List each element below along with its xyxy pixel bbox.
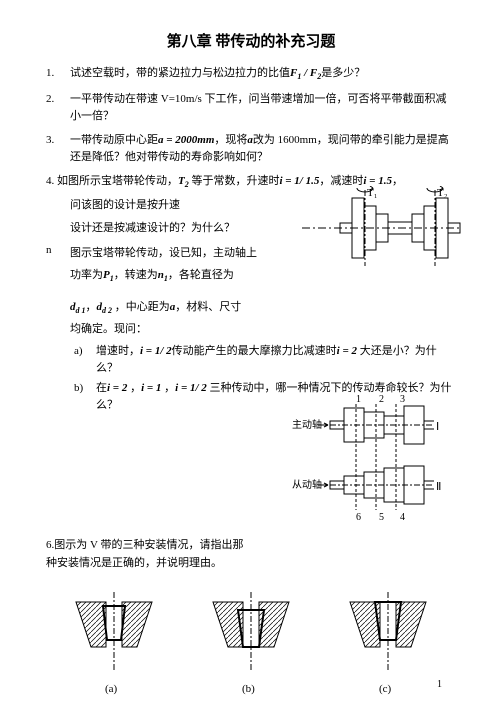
figure-6: (a) (b) (c) bbox=[46, 592, 456, 702]
q5a-text: 增速时，i = 1/ 2传动能产生的最大摩擦力比减速时i = 2 大还是小？为什… bbox=[96, 343, 456, 376]
q5-l3b: ，中心距为 bbox=[112, 301, 170, 313]
q1-t3: 是多少？ bbox=[321, 67, 365, 79]
q3-t1: 一带传动原中心距 bbox=[70, 134, 158, 146]
q5b-i2: i = 1 bbox=[141, 382, 161, 394]
q5-l3c: ，材料、尺寸 bbox=[175, 301, 241, 313]
f52-lbl2: 从动轴 bbox=[292, 478, 322, 491]
fig6-a-label: (a) bbox=[105, 683, 118, 695]
q5b-t1: 在 bbox=[96, 382, 107, 394]
q2-num: 2. bbox=[46, 91, 70, 124]
question-2: 2. 一平带传动在带速 V=10m/s 下工作，问当带速增加一倍，可否将平带截面… bbox=[46, 91, 456, 124]
question-6: 6.图示为 V 带的三种安装情况，请指出那种安装情况是正确的，并说明理由。 bbox=[46, 537, 456, 572]
f52-n4: 4 bbox=[400, 512, 405, 522]
q3-t2: ，现将 bbox=[214, 134, 247, 146]
q1-num: 1. bbox=[46, 65, 70, 83]
f52-n1: 1 bbox=[356, 394, 361, 405]
question-5a: a) 增速时，i = 1/ 2传动能产生的最大摩擦力比减速时i = 2 大还是小… bbox=[74, 343, 456, 376]
q1-slash: / bbox=[301, 67, 310, 79]
q5-l4: 均确定。现问： bbox=[70, 321, 456, 338]
q5-l2a: 功率为 bbox=[70, 269, 103, 281]
q5a-n: a) bbox=[74, 343, 96, 376]
q5a-t1: 增速时， bbox=[96, 345, 140, 357]
fig6-b-label: (b) bbox=[242, 683, 255, 695]
q3-text: 一带传动原中心距a = 2000mm，现将a改为 1600mm，现问带的牵引能力… bbox=[70, 132, 456, 165]
q5-l3: dd 1，dd 2 ，中心距为a，材料、尺寸 bbox=[70, 296, 456, 319]
q4-t2: 等于常数，升速时 bbox=[189, 175, 280, 187]
chapter-title: 第八章 带传动的补充习题 bbox=[46, 30, 456, 51]
q5-l2c: ，各轮直径为 bbox=[168, 269, 234, 281]
q5b-t2: ， bbox=[127, 382, 141, 394]
q5-P: P bbox=[103, 269, 110, 281]
f52-n6: 6 bbox=[356, 512, 361, 522]
fig6-c: (c) bbox=[345, 592, 431, 702]
q4-T: T bbox=[178, 175, 185, 187]
q5a-i2: i = 2 bbox=[337, 345, 357, 357]
q5a-i1: i = 1/ 2 bbox=[140, 345, 172, 357]
f52-n2: 2 bbox=[379, 394, 384, 405]
q4-t1: 4. 如图所示宝塔带轮传动， bbox=[46, 175, 178, 187]
q3-a1: a = 2000mm bbox=[158, 134, 214, 146]
q5b-n: b) bbox=[74, 380, 96, 413]
q1-t1: 试述空载时，带的紧边拉力与松边拉力的比值 bbox=[70, 67, 290, 79]
figure-5-1: T₁ T₂ bbox=[302, 186, 462, 268]
question-1: 1. 试述空载时，带的紧边拉力与松边拉力的比值F1 / F2是多少？ bbox=[46, 65, 456, 83]
fig6-c-label: (c) bbox=[379, 683, 392, 695]
f52-II: Ⅱ bbox=[436, 481, 441, 493]
f52-n3: 3 bbox=[400, 394, 405, 405]
q5-l2b: ，转速为 bbox=[114, 269, 158, 281]
f52-n5: 5 bbox=[379, 512, 384, 522]
f52-lbl1: 主动轴 bbox=[292, 418, 322, 431]
q6-text: 6.图示为 V 带的三种安装情况，请指出那种安装情况是正确的，并说明理由。 bbox=[46, 537, 246, 572]
question-3: 3. 一带传动原中心距a = 2000mm，现将a改为 1600mm，现问带的牵… bbox=[46, 132, 456, 165]
q5b-t3: ， bbox=[161, 382, 175, 394]
q5-l3a: ， bbox=[86, 301, 97, 313]
q3-num: 3. bbox=[46, 132, 70, 165]
fig6-b: (b) bbox=[208, 592, 294, 702]
q1-text: 试述空载时，带的紧边拉力与松边拉力的比值F1 / F2是多少？ bbox=[70, 65, 456, 83]
q5-d2s: d 2 bbox=[102, 306, 112, 315]
q5b-i1: i = 2 bbox=[107, 382, 127, 394]
q5b-i3: i = 1/ 2 bbox=[175, 382, 207, 394]
page-number: 1 bbox=[437, 679, 442, 690]
q5-d1s: d 1 bbox=[76, 306, 86, 315]
figure-5-2: 1 2 3 Ⅰ Ⅱ 4 5 6 主动轴 从动轴 bbox=[284, 392, 454, 522]
f52-I: Ⅰ bbox=[436, 421, 439, 433]
q2-text: 一平带传动在带速 V=10m/s 下工作，问当带速增加一倍，可否将平带截面积减小… bbox=[70, 91, 456, 124]
q5-num: n bbox=[46, 242, 70, 287]
fig6-a: (a) bbox=[71, 592, 157, 702]
q5a-t2: 传动能产生的最大摩擦力比减速时 bbox=[172, 345, 337, 357]
